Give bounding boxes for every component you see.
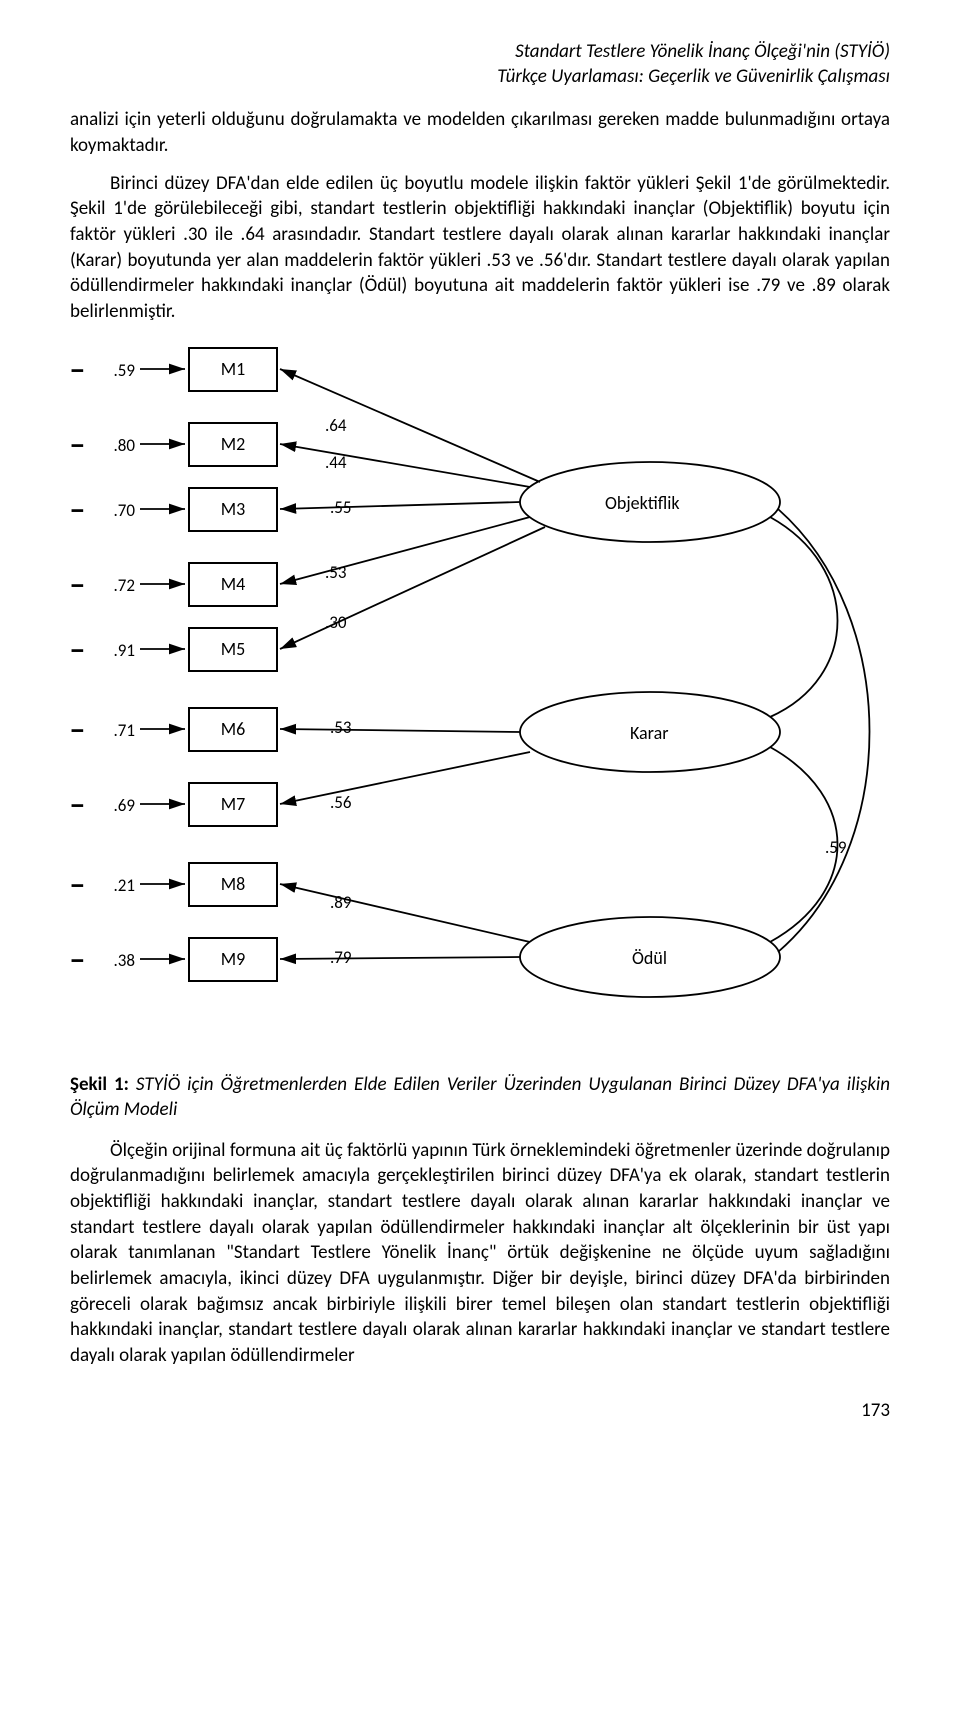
minus-icon: − <box>70 867 85 904</box>
error-m6: .71 <box>95 720 135 741</box>
minus-icon: − <box>70 632 85 669</box>
paragraph-1b: Birinci düzey DFA'dan elde edilen üç boy… <box>70 171 890 325</box>
cfa-diagram: − − − − − − − − − .59 .80 .70 .72 .91 .7… <box>70 337 890 1057</box>
factor-odul: Ödül <box>632 947 667 969</box>
header-line-1: Standart Testlere Yönelik İnanç Ölçeği'n… <box>70 40 890 65</box>
minus-icon: − <box>70 567 85 604</box>
error-m8: .21 <box>95 875 135 896</box>
error-m5: .91 <box>95 640 135 661</box>
error-m7: .69 <box>95 795 135 816</box>
error-m2: .80 <box>95 435 135 456</box>
indicator-m9: M9 <box>188 937 278 982</box>
loading-l6: .53 <box>330 717 352 738</box>
error-m1: .59 <box>95 360 135 381</box>
indicator-m8: M8 <box>188 862 278 907</box>
indicator-m1: M1 <box>188 347 278 392</box>
factor-karar: Karar <box>630 722 668 744</box>
correlation-label: .59 <box>825 837 847 858</box>
indicator-m5: M5 <box>188 627 278 672</box>
page-number: 173 <box>70 1399 890 1422</box>
loading-l1: .64 <box>325 415 347 436</box>
header-line-2: Türkçe Uyarlaması: Geçerlik ve Güvenirli… <box>70 65 890 90</box>
minus-icon: − <box>70 492 85 529</box>
error-m4: .72 <box>95 575 135 596</box>
caption-italic: STYİÖ için Öğretmenlerden Elde Edilen Ve… <box>70 1073 890 1122</box>
indicator-m6: M6 <box>188 707 278 752</box>
loading-l3: .55 <box>330 497 352 518</box>
loading-l9: .79 <box>330 947 352 968</box>
loading-l5: .30 <box>325 612 347 633</box>
caption-bold: Şekil 1: <box>70 1073 136 1096</box>
minus-icon: − <box>70 712 85 749</box>
paragraph-2: Ölçeğin orijinal formuna ait üç faktörlü… <box>70 1138 890 1369</box>
loading-l8: .89 <box>330 892 352 913</box>
minus-icon: − <box>70 787 85 824</box>
page: Standart Testlere Yönelik İnanç Ölçeği'n… <box>0 0 960 1472</box>
minus-icon: − <box>70 942 85 979</box>
loading-l4: .53 <box>325 562 347 583</box>
indicator-m2: M2 <box>188 422 278 467</box>
loading-l7: .56 <box>330 792 352 813</box>
error-m3: .70 <box>95 500 135 521</box>
indicator-m7: M7 <box>188 782 278 827</box>
loading-l2: .44 <box>325 452 347 473</box>
paragraph-1a: analizi için yeterli olduğunu doğrulamak… <box>70 107 890 158</box>
error-m9: .38 <box>95 950 135 971</box>
minus-icon: − <box>70 352 85 389</box>
figure-caption: Şekil 1: STYİÖ için Öğretmenlerden Elde … <box>70 1072 890 1123</box>
minus-icon: − <box>70 427 85 464</box>
indicator-m4: M4 <box>188 562 278 607</box>
running-header: Standart Testlere Yönelik İnanç Ölçeği'n… <box>70 40 890 89</box>
factor-objektiflik: Objektiflik <box>605 492 680 514</box>
indicator-m3: M3 <box>188 487 278 532</box>
